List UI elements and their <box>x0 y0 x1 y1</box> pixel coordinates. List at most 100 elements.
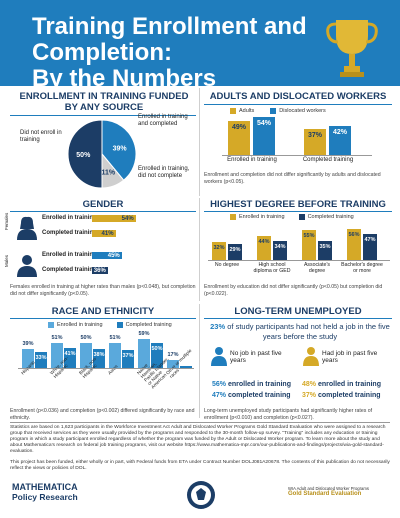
gender-m-completed-label: Completed training <box>42 267 97 273</box>
left-enrolled-pct: 56% <box>212 381 227 388</box>
bar <box>109 342 121 368</box>
pie-chart: 50% 39% 11% <box>67 119 137 189</box>
unemployed-right-enrolled: 48% enrolled in training <box>302 381 381 388</box>
bar <box>347 229 361 260</box>
bar <box>318 240 332 260</box>
left-enrolled-text: enrolled in training <box>226 381 291 388</box>
bar <box>92 252 122 259</box>
gold-logo-big: Gold Standard Evaluation <box>288 491 362 497</box>
adults-legend: Adults Dislocated workers <box>230 108 326 114</box>
bar <box>167 359 179 368</box>
left-completed-pct: 47% <box>212 392 227 399</box>
right-enrolled-pct: 48% <box>302 381 317 388</box>
gold-logo-small: WIA Adult and Dislocated Worker Programs <box>288 486 369 491</box>
legend-swatch-enrolled <box>230 214 236 220</box>
pie-slice <box>101 152 125 189</box>
pie-label-not-complete: Enrolled in training, did not complete <box>138 166 190 179</box>
bar <box>64 347 76 368</box>
divider <box>204 104 392 105</box>
unemployed-right-completed: 37% completed training <box>302 392 381 399</box>
divider <box>10 318 196 319</box>
bar-value-label: 51% <box>109 334 121 341</box>
x-tick-label: Bachelor's degree or more <box>341 262 383 274</box>
bar-value-label: 50% <box>80 335 92 341</box>
funding-note: This project has been funded, either who… <box>10 460 390 471</box>
gender-note: Females enrolled in training at higher r… <box>10 284 196 297</box>
bar <box>51 342 63 368</box>
bar-value-label: 42% <box>332 128 347 136</box>
unemployed-title: LONG-TERM UNEMPLOYED <box>234 306 362 317</box>
legend-swatch-dislocated <box>270 108 277 114</box>
bar <box>151 343 163 368</box>
x-axis <box>222 155 372 156</box>
stats-note: Statistics are based on 1,623 participan… <box>10 425 386 454</box>
gender-f-enrolled-label: Enrolled in training <box>42 215 97 221</box>
bar <box>80 343 92 368</box>
bar-value-label: 17% <box>167 351 179 358</box>
bar-value-label: 29% <box>229 247 241 254</box>
legend-race-enrolled: Enrolled in training <box>57 322 103 328</box>
gender-group-males: Males <box>4 254 9 267</box>
bar-value-label: 49% <box>231 123 246 131</box>
gender-title: GENDER <box>82 199 124 210</box>
gender-m-enrolled-label: Enrolled in training <box>42 252 97 258</box>
unemployed-headline: 23% of study participants had not held a… <box>210 322 390 342</box>
mathematica-logo: MATHEMATICA Policy Research <box>12 482 78 502</box>
unemployed-headline-pct: 23% <box>210 322 226 331</box>
dol-seal-icon <box>187 481 215 509</box>
bar-value-label: 55% <box>303 232 315 239</box>
legend-completed: Completed training <box>307 214 354 220</box>
legend-swatch-race-completed <box>116 322 123 328</box>
bar <box>92 215 136 222</box>
bar <box>329 125 351 155</box>
bar <box>122 349 134 368</box>
divider <box>10 422 390 423</box>
divider <box>199 198 200 301</box>
title-line-1: Training Enrollment and Completion: <box>32 13 307 66</box>
bar-value-label: 38% <box>93 352 105 358</box>
person-icon <box>211 347 227 366</box>
divider <box>204 211 392 212</box>
gender-group-females: Females <box>4 212 9 230</box>
bar <box>363 234 377 260</box>
bar <box>228 244 242 260</box>
bar-value-label: 56% <box>348 232 360 239</box>
bar <box>93 349 105 368</box>
right-enrolled-text: enrolled in training <box>316 381 381 388</box>
bar-value-label: 51% <box>51 334 63 341</box>
pie-value-label: 50% <box>76 152 91 159</box>
bar <box>273 241 287 260</box>
bar <box>180 365 192 368</box>
x-tick-label: High school diploma or GED <box>253 262 291 274</box>
bar-value-label: 45% <box>107 253 120 259</box>
logo-line-2: Policy Research <box>12 492 78 502</box>
pie-title: ENROLLMENT IN TRAINING FUNDED BY ANY SOU… <box>19 91 189 113</box>
bar <box>304 129 326 155</box>
divider <box>10 115 196 116</box>
bar-value-label: 59% <box>138 330 150 337</box>
race-note: Enrollment (p<0.036) and completion (p<0… <box>10 408 195 421</box>
bar <box>212 242 226 260</box>
degree-title: HIGHEST DEGREE BEFORE TRAINING <box>210 199 386 210</box>
bar <box>35 351 47 368</box>
unemployed-right-label: Had job in past five years <box>322 350 378 364</box>
trophy-icon <box>326 20 378 77</box>
page-title: Training Enrollment and Completion: By t… <box>32 14 400 92</box>
bar-value-label: 5% <box>182 368 190 375</box>
divider <box>199 88 200 196</box>
x-axis <box>18 368 194 369</box>
pie-slice <box>67 119 103 189</box>
bar <box>253 117 275 155</box>
right-completed-text: completed training <box>316 392 381 399</box>
bar-value-label: 39% <box>22 340 34 347</box>
legend-dislocated: Dislocated workers <box>279 108 326 114</box>
gender-f-completed-label: Completed training <box>42 230 97 236</box>
race-title: RACE AND ETHNICITY <box>51 306 155 317</box>
unemployed-note: Long-term unemployed study participants … <box>204 408 373 421</box>
divider <box>10 211 196 212</box>
bar-value-label: 44% <box>258 238 270 245</box>
pie-label-completed: Enrolled in training and completed <box>138 114 188 127</box>
bar <box>257 235 271 260</box>
pie-value-label: 39% <box>113 146 128 153</box>
legend-swatch-completed <box>298 214 305 220</box>
